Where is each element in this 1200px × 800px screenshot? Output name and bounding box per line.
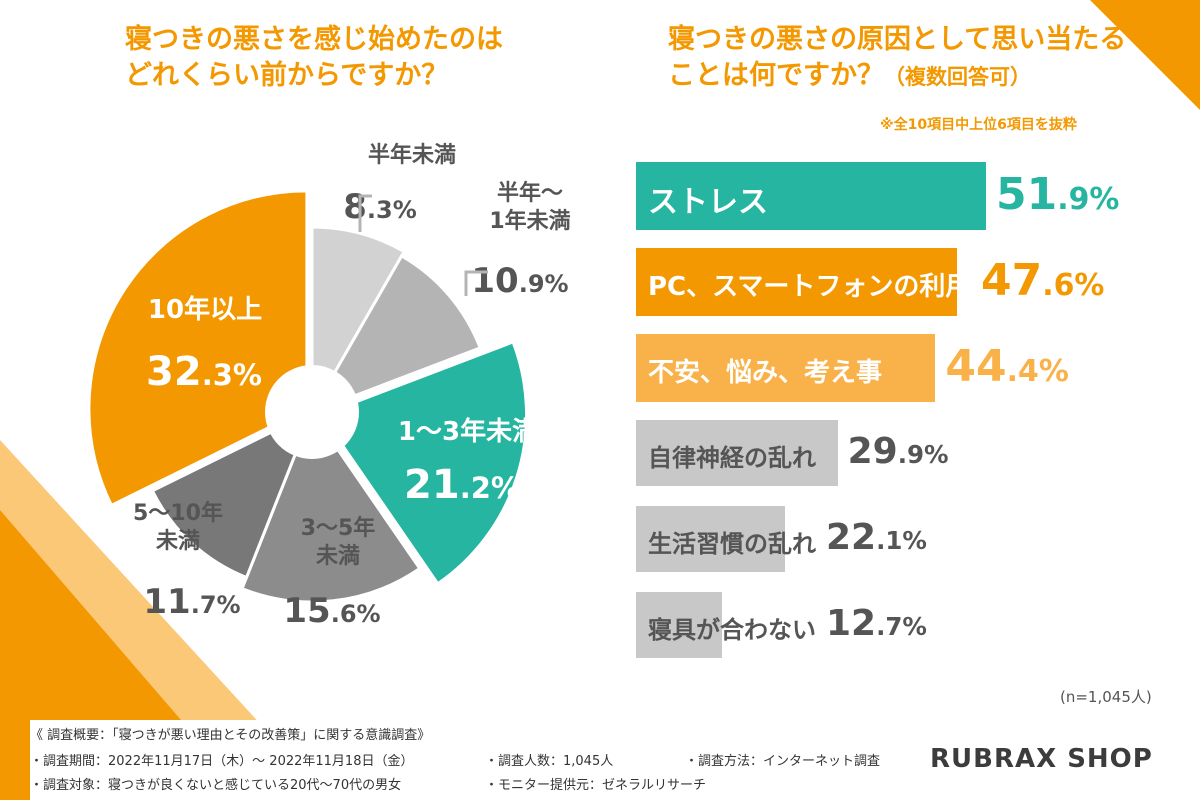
bar-value-label: 47.6% xyxy=(981,254,1105,306)
right-title-main: ことは何ですか？ xyxy=(668,60,884,91)
survey-provider: ・モニター提供元：ゼネラルリサーチ xyxy=(485,778,707,793)
pie-slice-value: 15.6% xyxy=(283,591,380,631)
survey-summary-heading: 《 調査概要：「寝つきが悪い理由とその改善策」に関する意識調査》 xyxy=(30,728,431,743)
corner-triangle-top-right xyxy=(1090,0,1200,110)
bar xyxy=(636,506,786,572)
left-chart-title: 寝つきの悪さを感じ始めたのは どれくらい前からですか？ xyxy=(125,22,503,94)
pie-center-hole xyxy=(265,365,359,459)
right-chart-title: 寝つきの悪さの原因として思い当たる ことは何ですか？（複数回答可） xyxy=(668,22,1126,95)
left-title-line-1: 寝つきの悪さを感じ始めたのは xyxy=(125,24,503,55)
sample-size-note: (n=1,045人) xyxy=(1060,688,1152,706)
bar-category-label: 寝具が合わない xyxy=(648,616,816,645)
pie-slice xyxy=(308,253,483,415)
pie-slice-label: 1～3年未満 xyxy=(398,416,538,447)
bar-category-label: 不安、悩み、考え事 xyxy=(648,357,883,388)
bar-value-label: 12.7% xyxy=(826,602,927,644)
leader-line xyxy=(358,194,372,232)
bar xyxy=(636,334,936,402)
right-title-line-2: ことは何ですか？（複数回答可） xyxy=(668,58,1126,95)
leader-line xyxy=(464,270,488,296)
bar xyxy=(636,162,986,230)
pie-slice-value: 21.2% xyxy=(404,462,520,508)
bar xyxy=(636,420,838,486)
pie-slice xyxy=(240,408,422,604)
pie-slice xyxy=(150,408,315,580)
pie-slice-value: 8.3% xyxy=(343,187,417,227)
bar-category-label: ストレス xyxy=(648,185,768,221)
right-title-line-1: 寝つきの悪さの原因として思い当たる xyxy=(668,24,1127,55)
pie-slice-label: 3～5年未満 xyxy=(301,515,376,569)
survey-count: ・調査人数：1,045人 xyxy=(485,754,614,769)
bar-category-label: 生活習慣の乱れ xyxy=(648,530,816,559)
pie-slice-label: 5～10年未満 xyxy=(133,500,223,554)
pie-slice xyxy=(87,189,309,508)
left-title-line-2: どれくらい前からですか？ xyxy=(125,60,449,91)
footnote: ※全10項目中上位6項目を抜粋 xyxy=(880,117,1077,133)
pie-slice-label: 半年未満 xyxy=(368,142,456,168)
bar-value-label: 44.4% xyxy=(945,340,1069,392)
bar xyxy=(636,592,722,658)
bar-value-label: 51.9% xyxy=(996,168,1120,220)
pie-slice xyxy=(319,339,529,586)
bar-category-label: PC、スマートフォンの利用 xyxy=(648,271,972,302)
right-title-paren: （複数回答可） xyxy=(884,65,1031,89)
bar xyxy=(636,248,957,316)
bar-category-label: 自律神経の乱れ xyxy=(648,444,816,473)
pie-slice-label: 半年～ 1年未満 xyxy=(489,180,570,234)
pie-chart: 半年未満 8.3% 半年～ 1年未満 10.9% 1～3年未満 21.2% 3～5年未満 15.… xyxy=(87,142,571,631)
pie-slice-value: 32.3% xyxy=(146,349,262,395)
pie-slice-label: 10年以上 xyxy=(148,294,262,325)
pie-slice xyxy=(310,225,407,418)
pie-slices xyxy=(87,189,529,604)
bar-value-label: 22.1% xyxy=(826,516,927,558)
survey-period: ・調査期間：2022年11月17日（木）～ 2022年11月18日（金） xyxy=(30,754,414,769)
survey-target: ・調査対象：寝つきが良くないと感じている20代～70代の男女 xyxy=(30,778,402,793)
pie-slice-value: 11.7% xyxy=(143,582,240,622)
pie-slice-value: 10.9% xyxy=(471,261,568,301)
brand-logo: RUBRAX SHOP xyxy=(930,744,1153,774)
survey-method: ・調査方法：インターネット調査 xyxy=(685,754,881,769)
bar-value-label: 29.9% xyxy=(847,430,949,472)
survey-summary: 《 調査概要：「寝つきが悪い理由とその改善策」に関する意識調査》 ・調査期間：2… xyxy=(30,720,1175,800)
